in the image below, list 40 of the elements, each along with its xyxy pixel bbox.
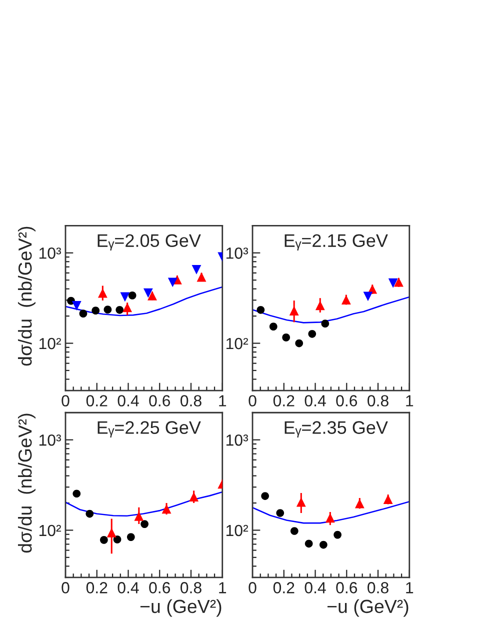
x-tick-label: 0.2 [86, 582, 108, 594]
y-tick-label: 10³ [39, 434, 62, 446]
chart-title: Eᵧ=2.15 GeV [284, 234, 388, 250]
x-tick-label: 1 [219, 582, 226, 594]
x-tick-label: 1 [219, 395, 226, 406]
x-tick-label: 0.4 [304, 582, 326, 594]
y-tick-label: 10² [39, 524, 62, 536]
x-tick-label: 0.2 [273, 582, 294, 594]
x-axis-title: −u (GeV²) [327, 599, 408, 617]
x-tick-label: 0 [62, 582, 70, 594]
x-tick-label: 0.4 [118, 395, 139, 406]
x-tick-label: 0.8 [368, 395, 388, 406]
y-tick-label: 10² [226, 338, 248, 350]
y-tick-label: 10² [226, 524, 248, 536]
x-tick-label: 0.6 [149, 395, 170, 406]
x-axis-title: −u (GeV²) [140, 599, 222, 617]
x-tick-label: 0.4 [118, 582, 139, 594]
x-tick-label: 0.8 [180, 582, 202, 594]
x-tick-label: 0 [248, 582, 256, 594]
x-tick-label: 0 [248, 395, 256, 406]
y-tick-label: 10² [39, 338, 62, 350]
y-axis-title: dσ/du (nb/GeV²) [18, 226, 36, 366]
chart-title: Eᵧ=2.25 GeV [98, 421, 201, 438]
x-tick-label: 0.4 [304, 395, 326, 406]
x-tick-label: 0.6 [336, 395, 358, 406]
x-tick-label: 0 [62, 395, 70, 406]
y-tick-label: 10³ [226, 434, 248, 446]
x-tick-label: 0.8 [180, 395, 202, 406]
x-tick-label: 0.6 [336, 582, 358, 594]
x-tick-label: 1 [406, 582, 414, 594]
y-tick-label: 10³ [39, 248, 62, 259]
y-tick-label: 10³ [226, 248, 248, 259]
x-tick-label: 1 [406, 395, 414, 406]
x-tick-label: 0.6 [149, 582, 170, 594]
x-tick-label: 0.8 [368, 582, 388, 594]
x-tick-label: 0.2 [86, 395, 108, 406]
chart-title: Eᵧ=2.05 GeV [98, 234, 201, 250]
x-tick-label: 0.2 [273, 395, 294, 406]
chart-title: Eᵧ=2.35 GeV [284, 421, 388, 438]
y-axis-title: dσ/du (nb/GeV²) [18, 414, 36, 553]
